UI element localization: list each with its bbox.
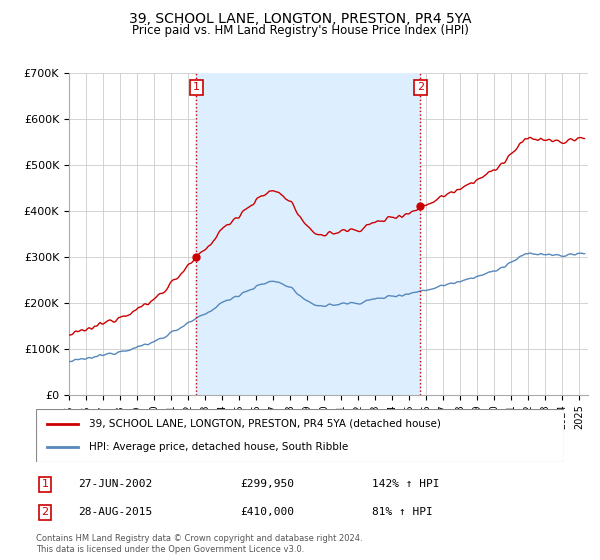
Text: 81% ↑ HPI: 81% ↑ HPI [372,507,433,517]
Text: 39, SCHOOL LANE, LONGTON, PRESTON, PR4 5YA: 39, SCHOOL LANE, LONGTON, PRESTON, PR4 5… [129,12,471,26]
Text: Price paid vs. HM Land Registry's House Price Index (HPI): Price paid vs. HM Land Registry's House … [131,24,469,36]
Text: This data is licensed under the Open Government Licence v3.0.: This data is licensed under the Open Gov… [36,545,304,554]
Bar [196,73,421,395]
Text: £410,000: £410,000 [240,507,294,517]
Text: 27-JUN-2002: 27-JUN-2002 [78,479,152,489]
FancyBboxPatch shape [36,409,564,462]
Text: 2: 2 [41,507,49,517]
Text: Contains HM Land Registry data © Crown copyright and database right 2024.: Contains HM Land Registry data © Crown c… [36,534,362,543]
Text: 39, SCHOOL LANE, LONGTON, PRESTON, PR4 5YA (detached house): 39, SCHOOL LANE, LONGTON, PRESTON, PR4 5… [89,419,440,429]
Text: 28-AUG-2015: 28-AUG-2015 [78,507,152,517]
Text: £299,950: £299,950 [240,479,294,489]
Text: HPI: Average price, detached house, South Ribble: HPI: Average price, detached house, Sout… [89,442,348,452]
Text: 2: 2 [417,82,424,92]
Text: 142% ↑ HPI: 142% ↑ HPI [372,479,439,489]
Text: 1: 1 [41,479,49,489]
Text: 1: 1 [193,82,200,92]
